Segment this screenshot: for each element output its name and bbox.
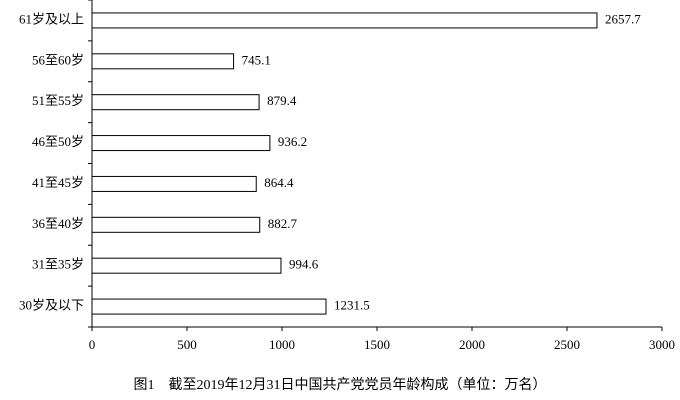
y-tick-label: 51至55岁 [32, 93, 84, 108]
bar [91, 175, 257, 192]
y-tick-label: 46至50岁 [32, 134, 84, 149]
value-label: 1231.5 [334, 298, 370, 313]
x-tick-label: 0 [89, 337, 96, 352]
value-label: 936.2 [278, 134, 307, 149]
value-label: 2657.7 [605, 11, 641, 26]
x-tick-label: 500 [177, 337, 197, 352]
y-tick-label: 41至45岁 [32, 175, 84, 190]
value-label: 994.6 [289, 257, 319, 272]
y-tick-label: 61岁及以上 [19, 11, 84, 26]
y-tick-label: 36至40岁 [32, 216, 84, 231]
bar [91, 53, 235, 70]
value-label: 879.4 [267, 93, 297, 108]
bar [91, 298, 327, 315]
y-tick-label: 31至35岁 [32, 257, 84, 272]
bar [91, 216, 261, 233]
bar [91, 135, 271, 152]
x-tick-label: 1500 [364, 337, 390, 352]
value-label: 864.4 [264, 175, 294, 190]
value-label: 745.1 [242, 52, 271, 67]
bar [91, 94, 260, 111]
chart-caption: 图1 截至2019年12月31日中国共产党党员年龄构成（单位：万名） [134, 377, 547, 393]
y-tick-label: 30岁及以下 [19, 298, 84, 313]
x-tick-label: 1000 [269, 337, 295, 352]
bar [91, 257, 282, 274]
bar [91, 12, 598, 29]
y-tick-label: 56至60岁 [32, 52, 84, 67]
x-tick-label: 2500 [554, 337, 580, 352]
x-tick-label: 2000 [459, 337, 485, 352]
x-tick-label: 3000 [649, 337, 675, 352]
value-label: 882.7 [268, 216, 298, 231]
